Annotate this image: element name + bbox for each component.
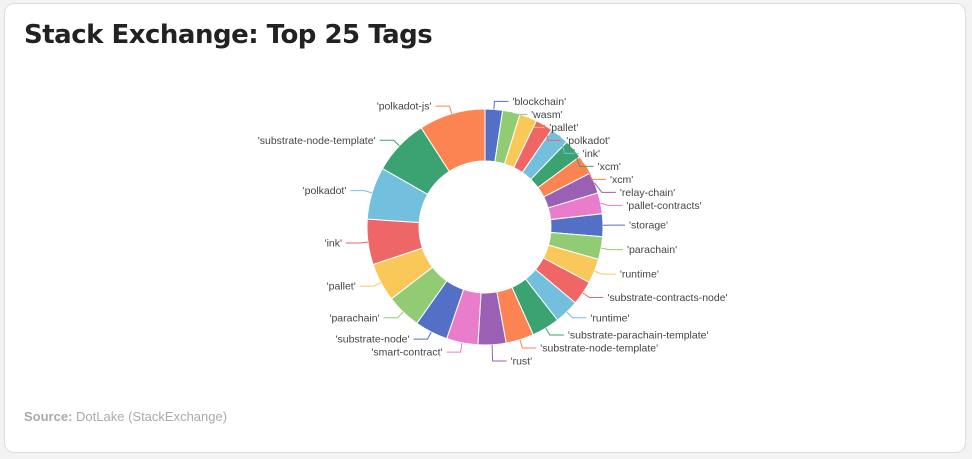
slice-label: 'ink' — [583, 148, 600, 160]
label-line — [413, 331, 432, 340]
label-line — [582, 292, 604, 298]
label-line — [594, 182, 616, 193]
slice-label: 'pallet-contracts' — [626, 200, 701, 212]
label-line — [446, 342, 463, 353]
slice-label: 'polkadot-js' — [377, 101, 432, 113]
slice-label: 'runtime' — [590, 312, 629, 324]
slice-label: 'parachain' — [627, 244, 677, 256]
slice-label: 'storage' — [629, 220, 668, 232]
label-line — [559, 135, 579, 154]
label-line — [493, 100, 509, 110]
slice-label: 'substrate-node' — [335, 334, 409, 346]
slice-label: 'pallet' — [549, 122, 578, 134]
label-line — [519, 339, 537, 349]
slice-label: 'parachain' — [329, 312, 379, 324]
chart-title: Stack Exchange: Top 25 Tags — [24, 20, 433, 50]
label-line — [510, 111, 528, 115]
chart-card: Stack Exchange: Top 25 Tags Source: DotL… — [4, 3, 966, 453]
slice-label: 'relay-chain' — [620, 187, 675, 199]
source-note: Source: DotLake (StackExchange) — [24, 409, 227, 424]
slice-label: 'runtime' — [620, 269, 659, 281]
slice-label: 'substrate-parachain-template' — [568, 329, 709, 341]
slice[interactable] — [420, 108, 486, 173]
label-line — [359, 281, 382, 287]
slice-label: 'ink' — [325, 238, 342, 250]
label-line — [600, 247, 623, 251]
slice-label: 'polkadot' — [566, 135, 610, 147]
label-line — [573, 148, 594, 167]
label-line — [584, 164, 607, 180]
slice-label: 'rust' — [511, 355, 533, 367]
label-line — [383, 311, 404, 319]
slice-label: 'substrate-contracts-node' — [607, 292, 727, 304]
label-line — [600, 202, 623, 206]
slice-label: 'polkadot' — [303, 185, 347, 197]
slice-label: 'smart-contract' — [371, 347, 442, 359]
slice-label: 'xcm' — [610, 174, 633, 186]
label-line — [379, 139, 400, 147]
slice-label: 'substrate-node-template' — [258, 135, 376, 147]
label-line — [594, 270, 616, 275]
slice-label: 'blockchain' — [512, 96, 566, 108]
slice-label: 'substrate-node-template' — [540, 342, 658, 354]
slice-label: 'pallet' — [327, 281, 356, 293]
label-line — [435, 105, 453, 114]
slice-label: 'wasm' — [531, 109, 562, 121]
label-line — [346, 241, 369, 244]
label-line — [543, 124, 563, 141]
source-label: Source: — [24, 409, 73, 424]
label-line — [566, 311, 587, 319]
slice-label: 'xcm' — [598, 161, 621, 173]
label-line — [545, 327, 564, 336]
label-line — [350, 190, 373, 194]
label-line — [527, 117, 546, 128]
label-line — [491, 344, 507, 362]
source-text: DotLake (StackExchange) — [76, 409, 228, 424]
